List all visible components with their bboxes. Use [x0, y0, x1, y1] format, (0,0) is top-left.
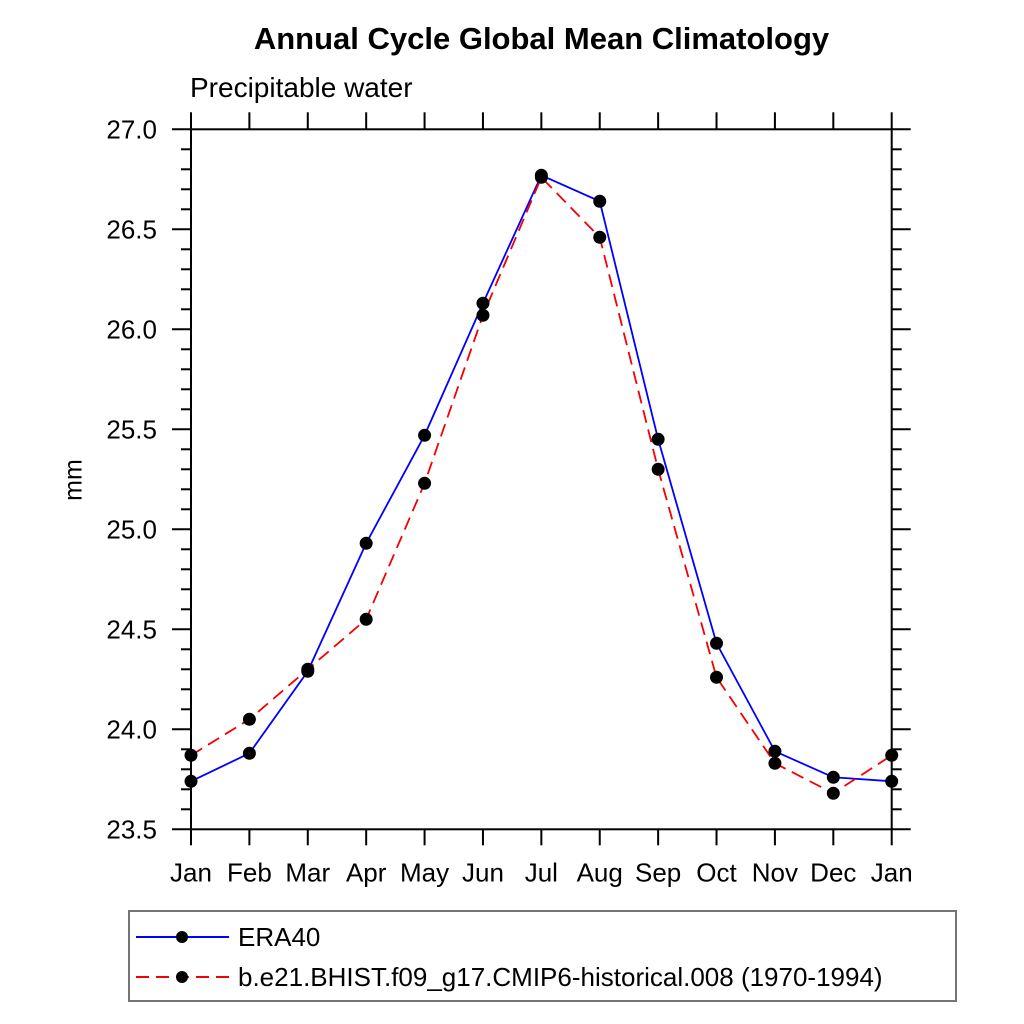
cmip6-line	[190, 175, 893, 795]
cmip6-data-marker	[710, 670, 724, 684]
x-tick-label: Sep	[635, 857, 681, 887]
x-tick-label: Aug	[577, 857, 623, 887]
x-tick-label: Jan	[170, 857, 212, 887]
era40-line	[190, 174, 892, 783]
chart-subtitle: Precipitable water	[190, 72, 413, 103]
era40-data-marker	[359, 536, 373, 550]
cmip6-legend-line-sample	[136, 971, 229, 983]
era40-data-marker	[826, 770, 840, 784]
cmip6-data-marker	[885, 748, 899, 762]
cmip6-data-marker	[826, 786, 840, 800]
legend-box: ERA40 b.e21.BHIST.f09_g17.CMIP6-historic…	[128, 910, 957, 1002]
cmip6-data-marker	[768, 756, 782, 770]
x-tick-label: Mar	[285, 857, 330, 887]
era40-data-marker	[768, 744, 782, 758]
x-tick-label: Nov	[752, 857, 798, 887]
legend-row-era40: ERA40	[130, 917, 955, 957]
cmip6-data-marker	[476, 308, 490, 322]
y-tick-label: 24.5	[106, 614, 157, 644]
y-tick-label: 24.0	[106, 714, 157, 744]
cmip6-data-marker	[593, 230, 607, 244]
x-tick-label: Oct	[696, 857, 737, 887]
legend-label-cmip6-model: b.e21.BHIST.f09_g17.CMIP6-historical.008…	[238, 961, 883, 992]
chart-title: Annual Cycle Global Mean Climatology	[253, 21, 830, 56]
y-tick-label: 23.5	[106, 814, 157, 844]
legend-label-era40: ERA40	[238, 921, 321, 952]
cmip6-legend-marker	[176, 971, 188, 983]
era40-legend-marker	[176, 931, 188, 943]
y-tick-label: 25.0	[106, 514, 157, 544]
cmip6-data-marker	[651, 462, 665, 476]
era40-data-marker	[476, 296, 490, 310]
cmip6-data-marker	[184, 748, 198, 762]
era40-data-marker	[242, 746, 256, 760]
era40-data-marker	[593, 194, 607, 208]
era40-data-marker	[885, 774, 899, 788]
y-tick-label: 26.5	[106, 214, 157, 244]
y-tick-label: 25.5	[106, 414, 157, 444]
cmip6-data-marker	[359, 612, 373, 626]
x-tick-label: Apr	[346, 857, 387, 887]
cmip6-data-marker	[534, 170, 548, 184]
era40-data-marker	[651, 432, 665, 446]
x-tick-label: Jan	[871, 857, 913, 887]
legend-row-cmip6-model: b.e21.BHIST.f09_g17.CMIP6-historical.008…	[130, 957, 955, 997]
era40-data-marker	[184, 774, 198, 788]
cmip6-data-marker	[418, 476, 432, 490]
x-tick-label: Jun	[462, 857, 504, 887]
plot-frame	[190, 128, 893, 831]
era40-legend-line-sample	[136, 931, 229, 943]
x-tick-label: Feb	[227, 857, 272, 887]
y-tick-label: 26.0	[106, 314, 157, 344]
cmip6-data-marker	[242, 712, 256, 726]
x-tick-label: Jul	[525, 857, 558, 887]
y-tick-label: 27.0	[106, 114, 157, 144]
era40-data-marker	[418, 428, 432, 442]
era40-data-marker	[710, 636, 724, 650]
cmip6-data-marker	[301, 662, 315, 676]
x-tick-label: Dec	[810, 857, 856, 887]
x-tick-label: May	[400, 857, 449, 887]
